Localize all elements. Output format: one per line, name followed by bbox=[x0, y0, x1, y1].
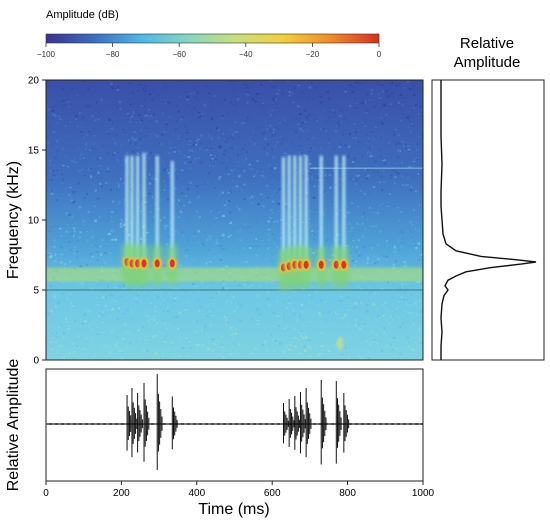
pulse-harmonic bbox=[136, 155, 140, 264]
spectrum-panel bbox=[431, 79, 545, 361]
colorbar-tick-label: 0 bbox=[377, 50, 382, 59]
colorbar-tick-label: −60 bbox=[172, 50, 186, 59]
colorbar-tick-label: −80 bbox=[106, 50, 120, 59]
right-panel-title-line2: Amplitude bbox=[454, 54, 521, 71]
waveform-y-label: Relative Amplitude bbox=[5, 359, 22, 492]
waveform-plot-area bbox=[46, 374, 423, 470]
pulse-peak bbox=[303, 260, 309, 269]
y-tick-label: 10 bbox=[28, 216, 40, 227]
x-tick-label: 0 bbox=[43, 488, 49, 499]
colorbar-ticks: −100 −80 −60 −40 −20 0 bbox=[37, 43, 382, 59]
pulse-harmonic bbox=[130, 155, 134, 264]
waveform-pulse bbox=[343, 393, 350, 453]
x-tick-label: 600 bbox=[264, 488, 281, 499]
waveform-pulse bbox=[283, 403, 289, 444]
pulse-harmonic bbox=[281, 157, 286, 268]
pulse-peak bbox=[154, 259, 160, 268]
spectrum-line bbox=[440, 80, 537, 360]
spectrogram-y-ticks: 0 5 10 15 20 bbox=[28, 76, 46, 367]
colorbar-tick-label: −20 bbox=[306, 50, 320, 59]
y-tick-label: 20 bbox=[28, 76, 40, 87]
colorbar-gradient bbox=[45, 33, 380, 44]
right-panel-title-line1: Relative bbox=[460, 35, 514, 52]
waveform-pulse bbox=[299, 392, 306, 454]
waveform-pulse bbox=[335, 381, 342, 464]
spectrogram-panel: 0 5 10 15 20 Frequency (kHz) bbox=[5, 76, 424, 367]
y-tick-label: 5 bbox=[33, 286, 39, 297]
spectrogram-plot-area bbox=[46, 80, 423, 360]
pulse-peak bbox=[141, 259, 147, 268]
waveform-frame bbox=[45, 368, 424, 482]
pulse-harmonic bbox=[342, 155, 346, 265]
y-tick-label: 15 bbox=[28, 146, 40, 157]
waveform-pulse bbox=[288, 399, 295, 447]
x-tick-label: 800 bbox=[339, 488, 356, 499]
waveform-pulse bbox=[171, 396, 178, 450]
waveform-pulse bbox=[294, 396, 301, 450]
pulse-peak bbox=[333, 260, 339, 269]
pulse-harmonic bbox=[125, 155, 129, 262]
waveform-pulse bbox=[131, 388, 138, 458]
waveform-pulse bbox=[305, 388, 312, 458]
colorbar-tick-label: −40 bbox=[239, 50, 253, 59]
pulse-harmonic bbox=[142, 152, 146, 264]
pulse-harmonic bbox=[170, 161, 174, 264]
pulse-harmonic bbox=[304, 155, 308, 265]
pulse-harmonic bbox=[293, 155, 297, 265]
y-tick-label: 0 bbox=[33, 356, 39, 367]
x-tick-label: 1000 bbox=[412, 488, 435, 499]
pulse-harmonic bbox=[334, 155, 338, 265]
waveform-pulse bbox=[320, 380, 327, 465]
pulse-peak bbox=[135, 259, 141, 268]
x-tick-label: 200 bbox=[113, 488, 130, 499]
spectrogram-y-label: Frequency (kHz) bbox=[5, 161, 22, 279]
pulse-harmonic bbox=[319, 155, 323, 265]
spectrum-frame bbox=[431, 79, 545, 361]
pulse-peak bbox=[318, 260, 324, 269]
pulse-harmonic bbox=[155, 155, 159, 264]
spectrogram-background-band bbox=[46, 267, 423, 282]
colorbar-title: Amplitude (dB) bbox=[46, 9, 119, 21]
colorbar-tick-label: −100 bbox=[37, 50, 56, 59]
waveform-panel: 0 200 400 600 800 1000 Relative Amplitude Tim… bbox=[5, 359, 435, 518]
pulse-peak bbox=[169, 259, 175, 268]
waveform-pulse bbox=[143, 383, 150, 462]
waveform-pulse bbox=[156, 374, 163, 470]
pulse-harmonic bbox=[298, 155, 303, 265]
spectrogram-background bbox=[46, 80, 423, 360]
waveform-x-label: Time (ms) bbox=[198, 501, 269, 518]
x-tick-label: 400 bbox=[188, 488, 205, 499]
waveform-x-ticks: 0 200 400 600 800 1000 bbox=[43, 481, 435, 499]
pulse-harmonic bbox=[287, 155, 291, 267]
colorbar: Amplitude (dB) −100 −80 −60 −40 −20 0 bbox=[37, 9, 382, 59]
pulse-peak bbox=[341, 260, 347, 269]
waveform-pulse bbox=[137, 393, 143, 453]
